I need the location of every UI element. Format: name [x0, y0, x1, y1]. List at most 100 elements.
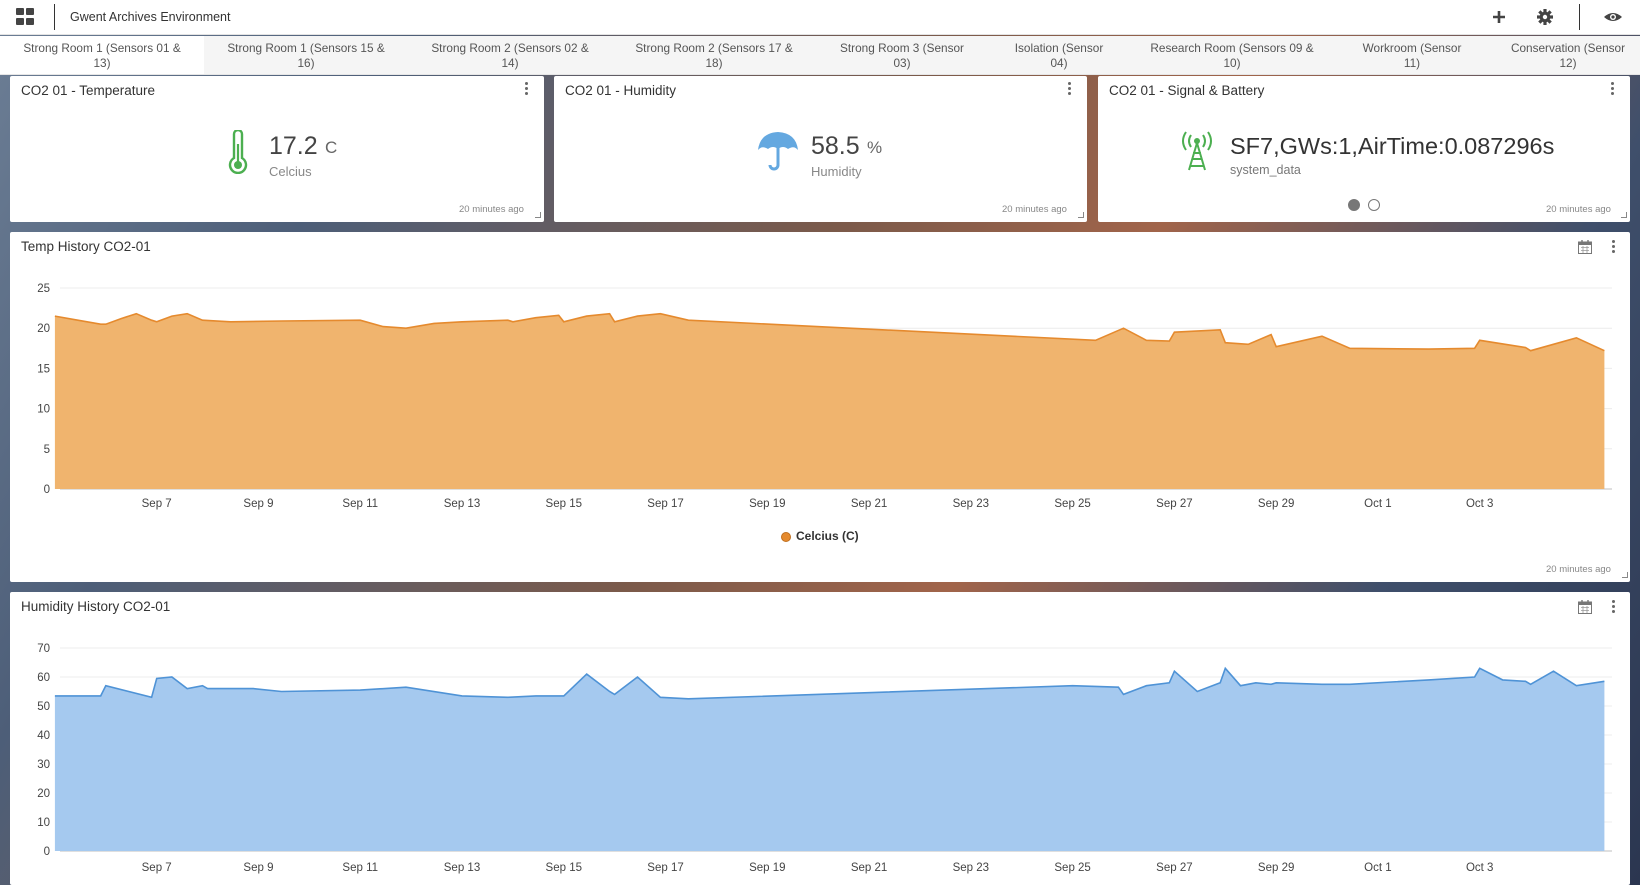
series-line[interactable]: [54, 312, 1605, 352]
series-line[interactable]: [54, 666, 1605, 700]
humidity-widget: CO2 01 - Humidity 58.5 % Humidity 20 min…: [554, 76, 1087, 222]
resize-handle[interactable]: [1078, 212, 1084, 218]
chart-title: Humidity History CO2-01: [21, 599, 171, 614]
divider: [54, 4, 55, 30]
y-tick-label: 5: [44, 444, 50, 456]
y-tick-label: 0: [44, 484, 50, 496]
x-tick-label: Sep 11: [342, 498, 378, 510]
x-tick-label: Sep 29: [1258, 498, 1294, 510]
temperature-unit: C: [325, 138, 338, 157]
x-tick-label: Sep 25: [1054, 862, 1090, 874]
signal-battery-widget: CO2 01 - Signal & Battery SF7,GWs:1,AirT…: [1098, 76, 1630, 222]
tab-workroom-sensor-11[interactable]: Workroom (Sensor 11): [1334, 36, 1490, 74]
y-tick-label: 70: [37, 643, 50, 655]
x-tick-label: Sep 23: [953, 498, 989, 510]
apps-grid-icon[interactable]: [16, 8, 36, 26]
tab-strong-room-3-sensor-03[interactable]: Strong Room 3 (Sensor 03): [816, 36, 988, 74]
tab-strong-room-2-sensors-17-18[interactable]: Strong Room 2 (Sensors 17 & 18): [612, 36, 816, 74]
x-tick-label: Sep 7: [142, 498, 172, 510]
x-tick-label: Oct 3: [1466, 498, 1493, 510]
last-updated: 20 minutes ago: [1002, 204, 1067, 215]
humidity-label: Humidity: [811, 164, 862, 179]
calendar-icon[interactable]: [1578, 600, 1592, 614]
umbrella-icon: [758, 132, 798, 171]
tab-strong-room-1-sensors-01-13[interactable]: Strong Room 1 (Sensors 01 & 13): [0, 36, 204, 74]
tab-isolation-sensor-04[interactable]: Isolation (Sensor 04): [988, 36, 1130, 74]
series-area: [54, 668, 1605, 851]
kebab-menu-icon[interactable]: [1066, 82, 1072, 96]
resize-handle[interactable]: [1622, 572, 1628, 578]
widget-title: CO2 01 - Signal & Battery: [1109, 83, 1265, 98]
y-tick-label: 0: [44, 846, 50, 858]
x-tick-label: Sep 27: [1156, 862, 1192, 874]
temperature-widget: CO2 01 - Temperature 17.2 C Celcius 20 m…: [10, 76, 544, 222]
y-tick-label: 60: [37, 672, 50, 684]
y-tick-label: 25: [37, 283, 50, 295]
y-tick-label: 50: [37, 701, 50, 713]
y-tick-label: 10: [37, 817, 50, 829]
x-tick-label: Sep 15: [546, 862, 582, 874]
temperature-label: Celcius: [269, 164, 312, 179]
chart-title: Temp History CO2-01: [21, 239, 151, 254]
temperature-value: 17.2: [269, 132, 318, 160]
plus-icon[interactable]: [1487, 6, 1511, 28]
resize-handle[interactable]: [1621, 212, 1627, 218]
y-tick-label: 15: [37, 363, 50, 375]
last-updated: 20 minutes ago: [1546, 564, 1611, 575]
x-tick-label: Sep 21: [851, 498, 887, 510]
carousel-dot-1[interactable]: [1348, 199, 1360, 211]
y-tick-label: 40: [37, 730, 50, 742]
x-tick-label: Sep 7: [142, 862, 172, 874]
humidity-history-card: 0 10 20 30 40 50 60 70 Sep 7 Sep 9 Sep 11 Sep 13 Sep…: [10, 592, 1630, 885]
thermometer-icon: [228, 130, 248, 174]
y-tick-label: 30: [37, 759, 50, 771]
calendar-icon[interactable]: [1578, 240, 1592, 254]
legend-entry[interactable]: Celcius (C): [796, 529, 859, 543]
x-tick-label: Oct 1: [1364, 862, 1391, 874]
top-bar: Gwent Archives Environment: [0, 0, 1640, 35]
tab-strong-room-1-sensors-15-16[interactable]: Strong Room 1 (Sensors 15 & 16): [204, 36, 408, 74]
resize-handle[interactable]: [535, 212, 541, 218]
temp-history-chart: 0 5 10 15 20 25 Sep 7 Sep 9 Sep 11 Sep 13 Sep 15 Se…: [37, 283, 1612, 510]
x-tick-label: Oct 1: [1364, 498, 1391, 510]
x-tick-label: Sep 29: [1258, 862, 1294, 874]
temp-history-card: 0 5 10 15 20 25 Sep 7 Sep 9 Sep 11 Sep 13 Sep 15 Se…: [10, 232, 1630, 582]
gear-icon[interactable]: [1533, 6, 1557, 28]
y-tick-label: 20: [37, 788, 50, 800]
x-tick-label: Sep 13: [444, 498, 480, 510]
divider: [1579, 4, 1580, 30]
x-tick-label: Sep 9: [243, 862, 273, 874]
x-tick-label: Sep 17: [647, 862, 683, 874]
kebab-menu-icon[interactable]: [1610, 240, 1616, 254]
humidity-history-chart: 0 10 20 30 40 50 60 70 Sep 7 Sep 9 Sep 11 Sep 13 Sep…: [37, 643, 1612, 874]
x-tick-label: Sep 19: [749, 498, 785, 510]
x-tick-label: Sep 21: [851, 862, 887, 874]
last-updated: 20 minutes ago: [459, 204, 524, 215]
tab-strong-room-2-sensors-02-14[interactable]: Strong Room 2 (Sensors 02 & 14): [408, 36, 612, 74]
tab-conservation-sensor-12[interactable]: Conservation (Sensor 12): [1490, 36, 1640, 74]
y-tick-label: 20: [37, 323, 50, 335]
x-tick-label: Sep 11: [342, 862, 378, 874]
kebab-menu-icon[interactable]: [1609, 82, 1615, 96]
tab-research-room-sensors-09-10[interactable]: Research Room (Sensors 09 & 10): [1130, 36, 1334, 74]
series-area: [54, 313, 1605, 489]
carousel-dot-2[interactable]: [1368, 199, 1380, 211]
signal-label: system_data: [1230, 163, 1301, 177]
x-tick-label: Sep 25: [1054, 498, 1090, 510]
kebab-menu-icon[interactable]: [523, 82, 529, 96]
kebab-menu-icon[interactable]: [1610, 600, 1616, 614]
signal-value: SF7,GWs:1,AirTime:0.087296s: [1230, 133, 1555, 159]
last-updated: 20 minutes ago: [1546, 204, 1611, 215]
x-tick-label: Sep 17: [647, 498, 683, 510]
app-title: Gwent Archives Environment: [70, 10, 231, 24]
eye-icon[interactable]: [1601, 6, 1625, 28]
widget-title: CO2 01 - Humidity: [565, 83, 677, 98]
widget-title: CO2 01 - Temperature: [21, 83, 156, 98]
x-tick-label: Sep 19: [749, 862, 785, 874]
x-tick-label: Sep 23: [953, 862, 989, 874]
x-tick-label: Oct 3: [1466, 862, 1493, 874]
x-tick-label: Sep 15: [546, 498, 582, 510]
antenna-icon: [1182, 131, 1212, 171]
legend-marker: [781, 532, 791, 542]
x-tick-label: Sep 9: [243, 498, 273, 510]
